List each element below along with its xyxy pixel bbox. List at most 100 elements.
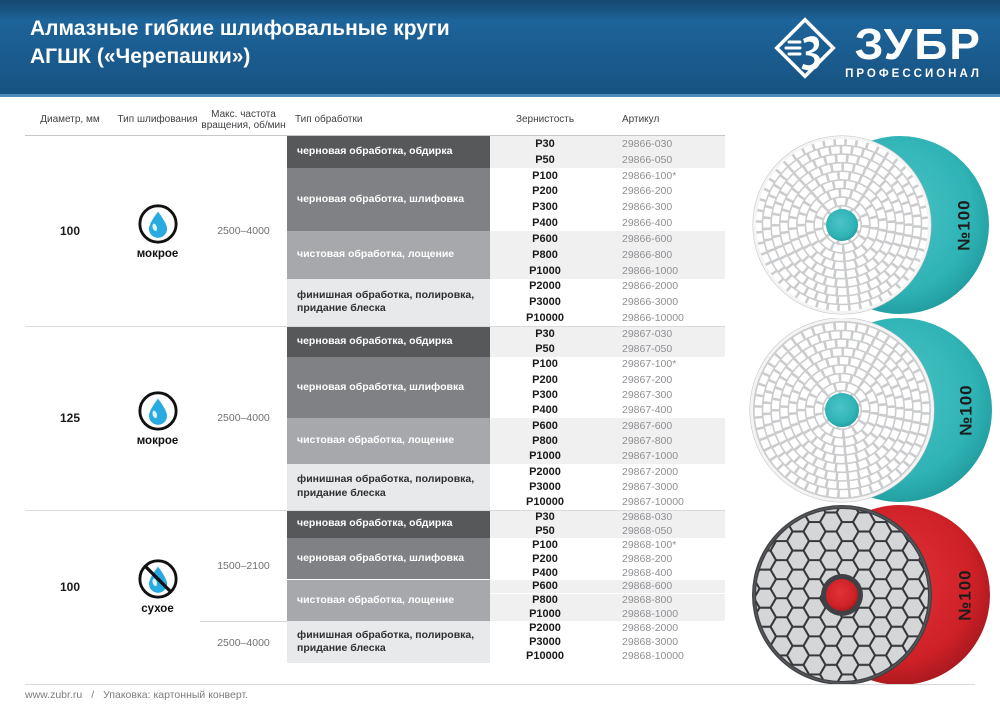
svg-text:№100: №100 (955, 199, 974, 250)
sku-value: 29868-050 (622, 524, 673, 537)
grit-value: P10000 (526, 496, 564, 509)
grit-value: P200 (532, 373, 558, 386)
table-header-divider (25, 135, 725, 136)
sku-value: 29867-1000 (622, 450, 679, 463)
max-speed-cell: 2500–4000 (200, 621, 287, 664)
sku-value: 29868-10000 (622, 650, 684, 663)
grit-value: P3000 (529, 480, 561, 493)
table-row: P30 29867-030 (490, 326, 725, 342)
table-row: P3000 29866-3000 (490, 294, 725, 311)
water-drop-crossed-icon (137, 559, 178, 599)
sku-value: 29866-3000 (622, 296, 679, 309)
grit-value: P400 (532, 217, 558, 230)
sku-value: 29867-200 (622, 373, 673, 386)
col-header-grinding-type: Тип шлифования (117, 114, 198, 126)
table-row: P2000 29866-2000 (490, 278, 725, 295)
sku-value: 29867-050 (622, 342, 673, 355)
processing-band-label: черновая обработка, шлифовка (297, 551, 465, 564)
sku-value: 29867-400 (622, 404, 673, 417)
grit-value: P300 (532, 201, 558, 214)
sku-value: 29866-030 (622, 137, 673, 150)
grinding-type-cell: мокрое (115, 136, 200, 326)
sku-value: 29868-100* (622, 538, 677, 551)
processing-band: черновая обработка, обдирка (287, 510, 490, 538)
group-separator (25, 325, 725, 327)
zubr-diamond-icon (773, 16, 837, 85)
table-row: P100 29867-100* (490, 356, 725, 373)
max-speed-cell: 2500–4000 (217, 412, 270, 424)
table-row: P3000 29867-3000 (490, 479, 725, 495)
grit-value: P100 (532, 538, 558, 551)
processing-band: чистовая обработка, лощение (287, 418, 490, 464)
grit-value: P30 (535, 327, 555, 340)
sku-value: 29867-100* (622, 358, 677, 371)
col-header-sku: Артикул (622, 114, 660, 126)
sku-value: 29866-200 (622, 185, 673, 198)
sku-value: 29867-10000 (622, 496, 684, 509)
sku-value: 29867-600 (622, 419, 673, 432)
grit-value: P200 (532, 185, 558, 198)
table-row: P400 29868-400 (490, 565, 725, 580)
page-title-line2: АГШК («Черепашки») (30, 45, 251, 69)
table-row: P300 29867-300 (490, 387, 725, 403)
sku-value: 29866-2000 (622, 280, 679, 293)
processing-band-label: черновая обработка, шлифовка (297, 380, 465, 393)
page-title-line1: Алмазные гибкие шлифовальные круги (30, 17, 450, 40)
grit-value: P2000 (529, 622, 561, 635)
sku-value: 29868-1000 (622, 608, 679, 621)
grit-value: P600 (532, 580, 558, 593)
group-separator (25, 509, 725, 511)
processing-band: финишная обработка, полировка, придание … (287, 464, 490, 510)
svg-text:№100: №100 (955, 569, 974, 620)
sku-value: 29867-800 (622, 434, 673, 447)
grit-value: P400 (532, 566, 558, 579)
table-row: P50 29868-050 (490, 523, 725, 538)
grinding-type-label: сухое (141, 603, 174, 615)
table-row: P2000 29868-2000 (490, 621, 725, 636)
sku-value: 29866-100* (622, 169, 677, 182)
water-drop-icon (137, 203, 178, 244)
grit-value: P2000 (529, 465, 561, 478)
processing-band: черновая обработка, обдирка (287, 136, 490, 168)
table-row: P1000 29866-1000 (490, 262, 725, 279)
grit-value: P800 (532, 248, 558, 261)
sku-value: 29866-1000 (622, 264, 679, 277)
col-header-diameter: Диаметр, мм (40, 114, 100, 126)
col-header-max-speed: Макс. частота вращения, об/мин (201, 108, 286, 132)
product-photo-wet-125: №100 (732, 318, 998, 503)
diameter-cell: 125 (59, 411, 81, 425)
grit-value: P50 (535, 342, 555, 355)
grit-value: P50 (535, 153, 555, 166)
table-row: P10000 29867-10000 (490, 494, 725, 511)
table-row: P30 29866-030 (490, 136, 725, 152)
sku-value: 29868-800 (622, 594, 673, 607)
page-title: Алмазные гибкие шлифовальные круги АГШК … (30, 15, 450, 72)
footer-separator: / (91, 689, 95, 701)
table-row: P200 29867-200 (490, 372, 725, 388)
grinding-type-cell: сухое (115, 510, 200, 663)
sku-value: 29868-3000 (622, 636, 679, 649)
table-row: P400 29866-400 (490, 215, 725, 232)
table-row: P1000 29868-1000 (490, 607, 725, 622)
processing-band: финишная обработка, полировка, придание … (287, 278, 490, 326)
water-drop-icon (137, 390, 178, 431)
table-row: P600 29868-600 (490, 579, 725, 594)
grit-value: P600 (532, 419, 558, 432)
table-row: P50 29866-050 (490, 151, 725, 168)
diameter-cell: 100 (59, 224, 81, 238)
processing-band-label: чистовая обработка, лощение (297, 434, 455, 447)
table-row: P200 29868-200 (490, 551, 725, 566)
sku-value: 29868-030 (622, 510, 673, 523)
table-row: P300 29866-300 (490, 199, 725, 216)
grit-value: P800 (532, 434, 558, 447)
table-row: P800 29867-800 (490, 433, 725, 449)
sku-value: 29867-030 (622, 327, 673, 340)
sku-value: 29866-10000 (622, 312, 684, 325)
processing-band: финишная обработка, полировка, придание … (287, 621, 490, 663)
sku-value: 29868-200 (622, 552, 673, 565)
site-link[interactable]: www.zubr.ru (25, 689, 83, 701)
processing-band-label: черновая обработка, шлифовка (297, 192, 465, 205)
table-row: P10000 29868-10000 (490, 649, 725, 663)
grit-value: P1000 (529, 608, 561, 621)
